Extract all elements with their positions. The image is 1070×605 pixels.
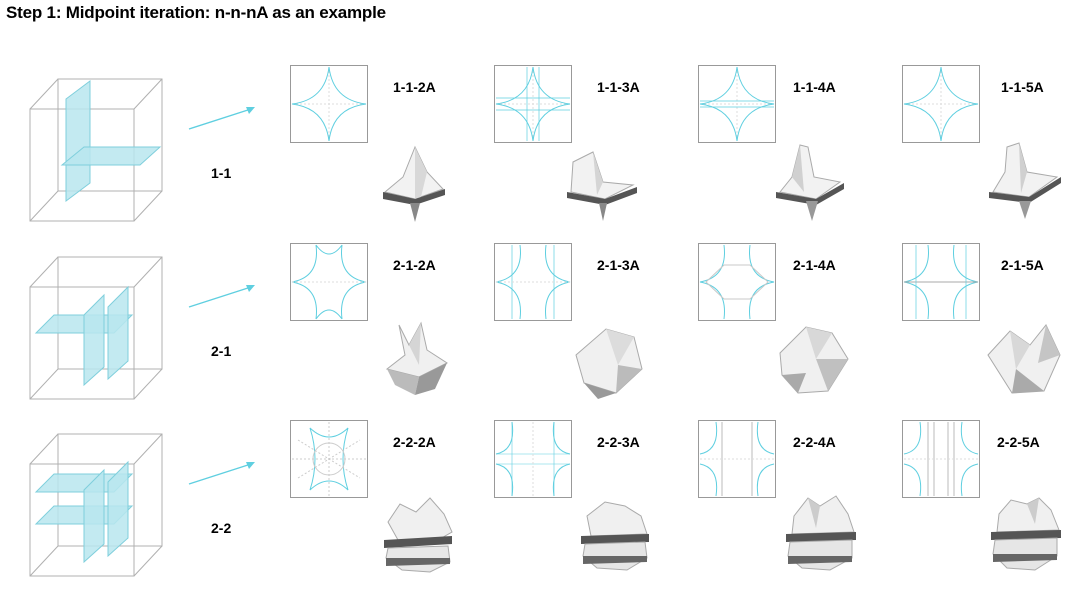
folded-model (581, 501, 649, 571)
unfolded-pattern (698, 65, 776, 143)
page-title: Step 1: Midpoint iteration: n-n-nA as an… (6, 3, 386, 22)
arrow-icon (188, 462, 255, 485)
folded-model (987, 324, 1061, 394)
variant-label: 2-2-4A (793, 434, 836, 450)
row-label: 2-2 (211, 520, 232, 536)
unfolded-pattern (494, 243, 572, 321)
unfolded-pattern (902, 420, 980, 498)
unfolded-pattern (290, 65, 368, 143)
cube-partition-diagram (29, 256, 163, 400)
variant-label: 2-1-5A (1001, 257, 1044, 273)
unfolded-pattern (902, 65, 980, 143)
variant-label: 1-1-2A (393, 79, 436, 95)
variant-label: 2-1-2A (393, 257, 436, 273)
folded-model (383, 145, 445, 222)
row-1-1: 1-1 1-1-2A 1-1-3A (0, 65, 1070, 250)
arrow-icon (188, 107, 255, 130)
folded-model (776, 144, 844, 221)
unfolded-pattern (494, 420, 572, 498)
variant-label: 2-1-4A (793, 257, 836, 273)
variant-label: 2-1-3A (597, 257, 640, 273)
row-2-2: 2-2 2-2-2A 2-2-3A (0, 420, 1070, 605)
unfolded-pattern (290, 243, 368, 321)
folded-model (989, 142, 1061, 219)
row-2-1: 2-1 2-1-2A 2-1-3A (0, 243, 1070, 428)
folded-model (786, 495, 856, 571)
folded-model (385, 321, 449, 395)
arrow-icon (188, 285, 255, 308)
cube-partition-diagram (29, 78, 163, 222)
unfolded-pattern (290, 420, 368, 498)
row-label: 1-1 (211, 165, 232, 181)
variant-label: 2-2-5A (997, 434, 1040, 450)
unfolded-pattern (698, 420, 776, 498)
cube-partition-diagram (29, 433, 163, 577)
folded-model (567, 151, 637, 221)
variant-label: 1-1-3A (597, 79, 640, 95)
unfolded-pattern (698, 243, 776, 321)
variant-label: 1-1-4A (793, 79, 836, 95)
variant-label: 2-2-2A (393, 434, 436, 450)
variant-label: 2-2-3A (597, 434, 640, 450)
variant-label: 1-1-5A (1001, 79, 1044, 95)
folded-model (575, 328, 643, 399)
unfolded-pattern (902, 243, 980, 321)
folded-model (779, 326, 849, 394)
folded-model (991, 497, 1061, 571)
unfolded-pattern (494, 65, 572, 143)
row-label: 2-1 (211, 343, 232, 359)
folded-model (384, 497, 453, 573)
